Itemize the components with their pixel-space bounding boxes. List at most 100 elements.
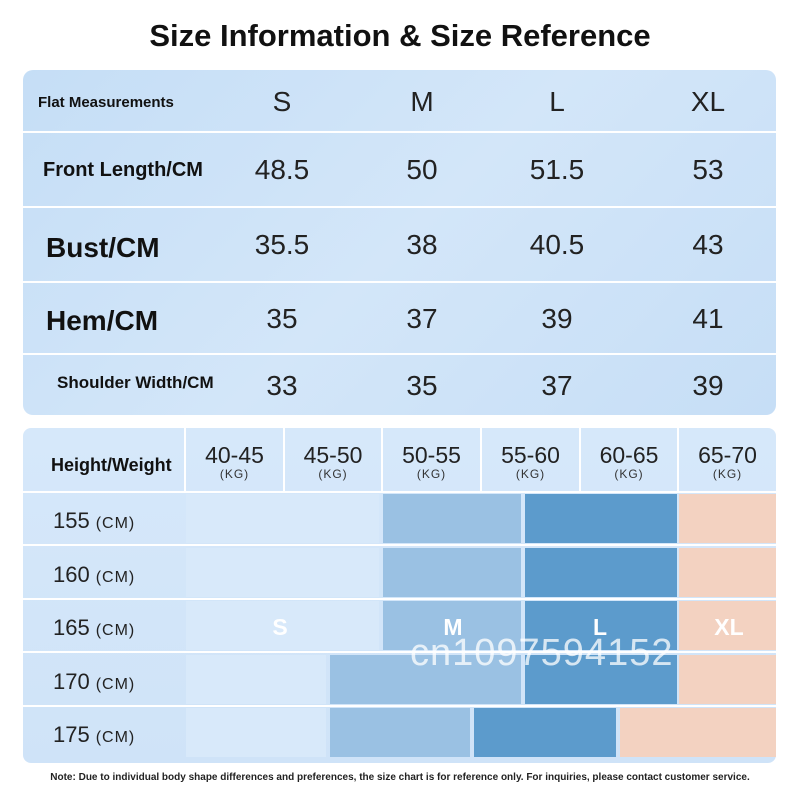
size-label-xl: XL <box>714 614 744 640</box>
page-title: Size Information & Size Reference <box>149 18 651 53</box>
size-cell-s <box>186 655 326 704</box>
measurement-value: 37 <box>406 303 438 334</box>
column-divider <box>283 428 285 491</box>
measurement-value: 40.5 <box>529 229 585 260</box>
weight-range: 45-50 <box>303 442 363 468</box>
measurement-row-shoulder-width: Shoulder Width/CM 33 35 37 39 <box>23 353 776 415</box>
measurement-value: 35 <box>266 303 298 334</box>
weight-header-60-65: 60-65 (KG) <box>581 428 677 491</box>
size-cell-xl <box>620 708 776 757</box>
size-label-s: S <box>272 614 288 640</box>
height-unit: (CM) <box>95 676 136 693</box>
row-divider <box>23 651 776 653</box>
height-weight-label: Height/Weight <box>51 455 172 475</box>
column-divider <box>184 428 186 491</box>
height-label-155: 155 (CM) <box>53 508 135 534</box>
row-divider <box>23 544 776 546</box>
size-cell-l <box>525 601 677 650</box>
measurements-header-row: Flat Measurements S M L XL <box>23 70 776 132</box>
measurement-value: 38 <box>406 229 438 260</box>
height-label-175: 175 (CM) <box>53 722 135 748</box>
size-cell-xl <box>679 655 776 704</box>
flat-measurements-table: Flat Measurements S M L XL Front Length/… <box>23 70 776 415</box>
height-unit: (CM) <box>95 622 136 639</box>
size-label-m: M <box>443 614 463 640</box>
size-cell-m <box>330 708 470 757</box>
height-unit: (CM) <box>95 729 136 746</box>
size-cell-s <box>186 601 379 650</box>
height-unit: (CM) <box>95 569 136 586</box>
weight-range: 60-65 <box>599 442 659 468</box>
measurement-value: 39 <box>692 370 724 401</box>
height-label-165: 165 (CM) <box>53 615 135 641</box>
weight-range: 55-60 <box>501 442 560 468</box>
weight-range: 65-70 <box>698 442 757 468</box>
size-header-s: S <box>272 86 292 117</box>
measurement-value: 43 <box>692 229 724 260</box>
size-header-l: L <box>549 86 565 117</box>
weight-header-65-70: 65-70 (KG) <box>679 428 776 491</box>
weight-unit: (KG) <box>712 467 743 481</box>
size-cell-xl <box>679 601 776 650</box>
weight-unit: (KG) <box>416 467 447 481</box>
size-cell-s <box>186 494 379 543</box>
column-divider <box>381 428 383 491</box>
row-divider <box>23 491 776 493</box>
weight-header-40-45: 40-45 (KG) <box>186 428 283 491</box>
measurement-row-hem: Hem/CM 35 37 39 41 <box>23 281 776 355</box>
size-header-xl: XL <box>690 86 726 117</box>
size-cell-m <box>383 494 521 543</box>
measurement-label: Shoulder Width/CM <box>57 373 214 392</box>
weight-header-50-55: 50-55 (KG) <box>383 428 480 491</box>
height-weight-grid: Height/Weight 40-45 (KG) 45-50 (KG) 50-5… <box>23 428 776 763</box>
weight-unit: (KG) <box>614 467 644 481</box>
measurement-value: 35.5 <box>254 229 310 260</box>
size-label-l: L <box>592 614 608 640</box>
measurement-value: 41 <box>692 303 724 334</box>
measurement-value: 50 <box>406 154 438 185</box>
size-cell-m <box>330 655 521 704</box>
watermark: cn1097594152 <box>410 632 674 674</box>
measurement-value: 35 <box>406 370 438 401</box>
height-unit: (CM) <box>95 515 136 532</box>
flat-measurements-label: Flat Measurements <box>38 94 174 111</box>
weight-header-55-60: 55-60 (KG) <box>482 428 579 491</box>
row-divider <box>23 705 776 707</box>
measurement-row-front-length: Front Length/CM 48.5 50 51.5 53 <box>23 131 776 208</box>
height-value: 155 <box>53 508 90 533</box>
height-value: 170 <box>53 669 90 694</box>
column-divider <box>677 428 679 491</box>
height-label-170: 170 (CM) <box>53 669 135 695</box>
column-divider <box>579 428 581 491</box>
size-cell-s <box>186 548 379 597</box>
measurement-value: 37 <box>541 370 573 401</box>
measurement-row-bust: Bust/CM 35.5 38 40.5 43 <box>23 206 776 283</box>
measurement-value: 51.5 <box>529 154 585 185</box>
size-cell-l <box>525 548 677 597</box>
measurement-value: 48.5 <box>254 154 310 185</box>
measurement-value: 53 <box>692 154 724 185</box>
size-cell-m <box>383 601 521 650</box>
height-value: 165 <box>53 615 90 640</box>
weight-unit: (KG) <box>318 467 348 481</box>
measurement-value: 33 <box>266 370 298 401</box>
size-cell-l <box>525 655 677 704</box>
size-cell-l <box>525 494 677 543</box>
weight-header-45-50: 45-50 (KG) <box>285 428 381 491</box>
height-value: 160 <box>53 562 90 587</box>
height-label-160: 160 (CM) <box>53 562 135 588</box>
footnote: Note: Due to individual body shape diffe… <box>50 772 750 783</box>
measurement-label: Front Length/CM <box>43 159 203 181</box>
weight-range: 50-55 <box>402 442 461 468</box>
weight-unit: (KG) <box>515 467 546 481</box>
measurement-label: Bust/CM <box>46 232 160 263</box>
measurement-label: Hem/CM <box>46 305 159 336</box>
weight-range: 40-45 <box>205 442 264 468</box>
row-divider <box>23 598 776 600</box>
column-divider <box>480 428 482 491</box>
size-header-m: M <box>410 86 434 117</box>
size-cell-xl <box>679 548 776 597</box>
size-cell-s <box>186 708 326 757</box>
measurement-value: 39 <box>541 303 573 334</box>
height-value: 175 <box>53 722 90 747</box>
